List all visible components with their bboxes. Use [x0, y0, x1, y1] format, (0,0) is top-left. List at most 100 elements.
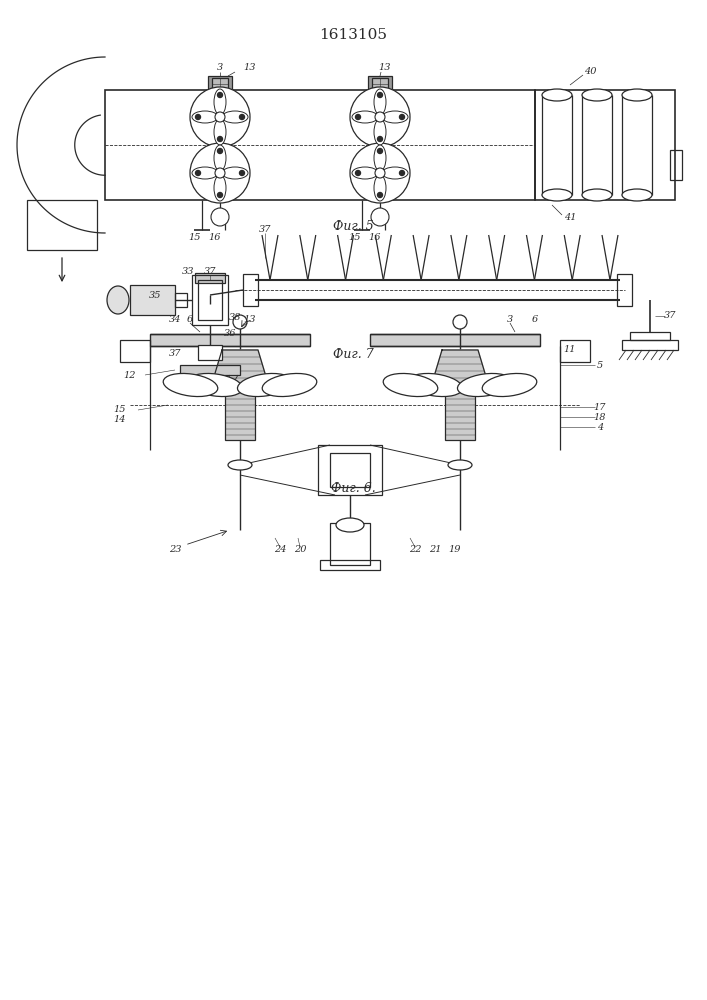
Circle shape	[218, 136, 223, 141]
Ellipse shape	[374, 175, 386, 201]
Circle shape	[399, 114, 404, 119]
Ellipse shape	[582, 89, 612, 101]
Ellipse shape	[238, 373, 292, 397]
Bar	[370, 334, 540, 346]
Circle shape	[378, 148, 382, 153]
Text: 15: 15	[349, 233, 361, 242]
Text: 38: 38	[229, 314, 241, 322]
Ellipse shape	[188, 373, 243, 397]
Ellipse shape	[408, 373, 462, 397]
Text: 34: 34	[169, 316, 181, 324]
Text: 1613105: 1613105	[319, 28, 387, 42]
Text: 13: 13	[244, 64, 256, 73]
Bar	[445, 385, 475, 440]
Ellipse shape	[374, 89, 386, 115]
Bar	[330, 523, 370, 565]
Circle shape	[211, 208, 229, 226]
Bar	[368, 76, 392, 90]
Text: 13: 13	[379, 64, 391, 73]
Ellipse shape	[192, 111, 218, 123]
Bar	[560, 340, 590, 362]
Text: 3: 3	[507, 316, 513, 324]
Text: 5: 5	[597, 360, 603, 369]
Bar	[630, 332, 670, 340]
Circle shape	[215, 168, 225, 178]
Circle shape	[350, 143, 410, 203]
Ellipse shape	[352, 167, 378, 179]
Circle shape	[375, 168, 385, 178]
Bar	[372, 78, 388, 89]
Text: 18: 18	[594, 412, 606, 422]
Ellipse shape	[107, 286, 129, 314]
Ellipse shape	[542, 89, 572, 101]
Bar	[150, 334, 310, 346]
Circle shape	[196, 114, 201, 119]
Text: 37: 37	[259, 226, 271, 234]
Bar	[130, 285, 175, 315]
Circle shape	[356, 170, 361, 176]
Circle shape	[378, 136, 382, 141]
Text: 37: 37	[169, 349, 181, 358]
Ellipse shape	[582, 189, 612, 201]
Text: 35: 35	[148, 290, 161, 300]
Ellipse shape	[214, 145, 226, 171]
Text: 41: 41	[563, 214, 576, 223]
Ellipse shape	[374, 119, 386, 145]
Circle shape	[218, 93, 223, 98]
Text: 15: 15	[189, 233, 201, 242]
Circle shape	[190, 143, 250, 203]
Circle shape	[240, 114, 245, 119]
Bar	[318, 445, 382, 495]
Circle shape	[233, 315, 247, 329]
Text: 37: 37	[204, 267, 216, 276]
Text: 40: 40	[584, 68, 596, 77]
Circle shape	[215, 112, 225, 122]
Circle shape	[375, 112, 385, 122]
Text: 6: 6	[532, 316, 538, 324]
Text: 19: 19	[449, 546, 461, 554]
Circle shape	[378, 93, 382, 98]
Bar	[120, 340, 150, 362]
Circle shape	[196, 170, 201, 176]
Bar	[320, 560, 380, 570]
Ellipse shape	[622, 89, 652, 101]
Bar	[617, 274, 632, 306]
Text: 16: 16	[369, 233, 381, 242]
Text: 6: 6	[187, 316, 193, 324]
Bar	[225, 385, 255, 440]
Text: Фиг. 7: Фиг. 7	[332, 349, 373, 361]
Ellipse shape	[214, 175, 226, 201]
Circle shape	[218, 148, 223, 153]
Text: 24: 24	[274, 546, 286, 554]
Text: 4: 4	[597, 422, 603, 432]
Text: 3: 3	[217, 64, 223, 73]
Ellipse shape	[222, 167, 248, 179]
Circle shape	[399, 170, 404, 176]
Bar	[243, 274, 258, 306]
Text: 22: 22	[409, 546, 421, 554]
Bar	[622, 340, 678, 350]
Bar	[198, 280, 222, 320]
Bar	[212, 78, 228, 89]
Bar	[330, 453, 370, 487]
Bar	[195, 273, 225, 283]
Ellipse shape	[222, 111, 248, 123]
Bar	[670, 150, 682, 180]
Text: 16: 16	[209, 233, 221, 242]
Circle shape	[453, 315, 467, 329]
Ellipse shape	[448, 460, 472, 470]
Bar	[535, 90, 675, 200]
Bar	[198, 345, 222, 360]
Text: 17: 17	[594, 402, 606, 412]
Ellipse shape	[163, 373, 218, 397]
Ellipse shape	[482, 373, 537, 397]
Bar	[180, 365, 240, 375]
Text: 14: 14	[114, 416, 127, 424]
Ellipse shape	[383, 373, 438, 397]
Bar	[208, 76, 232, 90]
Text: 37: 37	[664, 312, 677, 320]
Ellipse shape	[542, 189, 572, 201]
Text: 33: 33	[182, 267, 194, 276]
Bar	[105, 90, 535, 200]
Bar	[192, 275, 228, 325]
